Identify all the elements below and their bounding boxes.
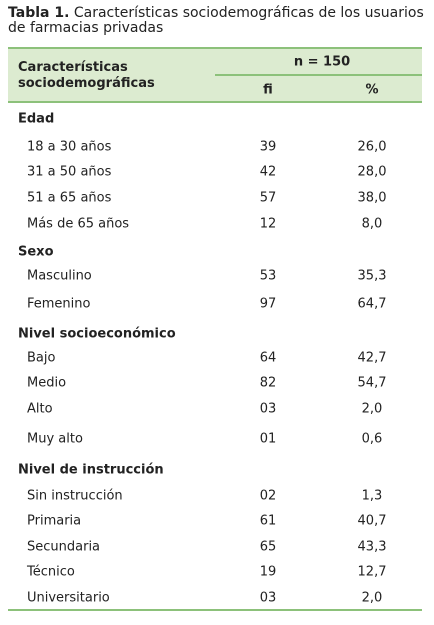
- row-pct: 40,7: [357, 513, 387, 529]
- row-label: 18 a 30 años: [27, 139, 112, 155]
- row-fi: 02: [259, 488, 277, 504]
- row-fi: 01: [259, 431, 277, 447]
- row-fi: 97: [259, 296, 277, 312]
- row-fi: 12: [259, 216, 277, 232]
- group-name: Nivel de instrucción: [18, 462, 164, 478]
- row-fi: 65: [259, 539, 277, 555]
- row-label: Primaria: [27, 513, 82, 529]
- row-pct: 64,7: [357, 296, 387, 312]
- row-fi: 64: [259, 350, 277, 366]
- row-label: Muy alto: [27, 431, 83, 447]
- row-pct: 0,6: [361, 431, 383, 447]
- row-fi: 53: [259, 268, 277, 284]
- rule: [8, 609, 422, 611]
- row-pct: 2,0: [361, 590, 383, 606]
- row-label: Alto: [27, 401, 53, 417]
- row-pct: 28,0: [357, 164, 387, 180]
- rule: [8, 47, 422, 49]
- group-name: Edad: [18, 111, 55, 127]
- row-pct: 12,7: [357, 564, 387, 580]
- row-label: 51 a 65 años: [27, 190, 112, 206]
- row-label: Sin instrucción: [27, 488, 123, 504]
- row-fi: 39: [259, 139, 277, 155]
- row-fi: 82: [259, 375, 277, 391]
- rule: [215, 74, 422, 76]
- row-pct: 1,3: [361, 488, 383, 504]
- row-fi: 61: [259, 513, 277, 529]
- group-name: Sexo: [18, 244, 54, 260]
- row-fi: 03: [259, 590, 277, 606]
- row-label: Universitario: [27, 590, 110, 606]
- row-pct: 35,3: [357, 268, 387, 284]
- row-pct: 8,0: [361, 216, 383, 232]
- title-label: Tabla 1.: [8, 5, 70, 21]
- row-label: Bajo: [27, 350, 56, 366]
- row-label: Secundaria: [27, 539, 101, 555]
- header-characteristic: Características sociodemográficas: [18, 60, 155, 91]
- row-label: Más de 65 años: [27, 216, 130, 232]
- row-pct: 54,7: [357, 375, 387, 391]
- row-pct: 43,3: [357, 539, 387, 555]
- row-pct: 42,7: [357, 350, 387, 366]
- row-label: Masculino: [27, 268, 92, 284]
- row-label: 31 a 50 años: [27, 164, 112, 180]
- header-pct: %: [365, 82, 379, 98]
- row-label: Femenino: [27, 296, 91, 312]
- row-label: Técnico: [27, 564, 75, 580]
- table-title: Tabla 1. Características sociodemográfic…: [8, 6, 428, 36]
- group-name: Nivel socioeconómico: [18, 326, 176, 342]
- title-text: Características sociodemográficas de los…: [8, 5, 424, 36]
- row-pct: 38,0: [357, 190, 387, 206]
- row-label: Medio: [27, 375, 67, 391]
- rule: [8, 101, 422, 103]
- row-fi: 03: [259, 401, 277, 417]
- row-fi: 42: [259, 164, 277, 180]
- header-n: n = 150: [293, 54, 351, 70]
- row-pct: 26,0: [357, 139, 387, 155]
- row-fi: 19: [259, 564, 277, 580]
- row-fi: 57: [259, 190, 277, 206]
- row-pct: 2,0: [361, 401, 383, 417]
- header-fi: fi: [263, 82, 273, 98]
